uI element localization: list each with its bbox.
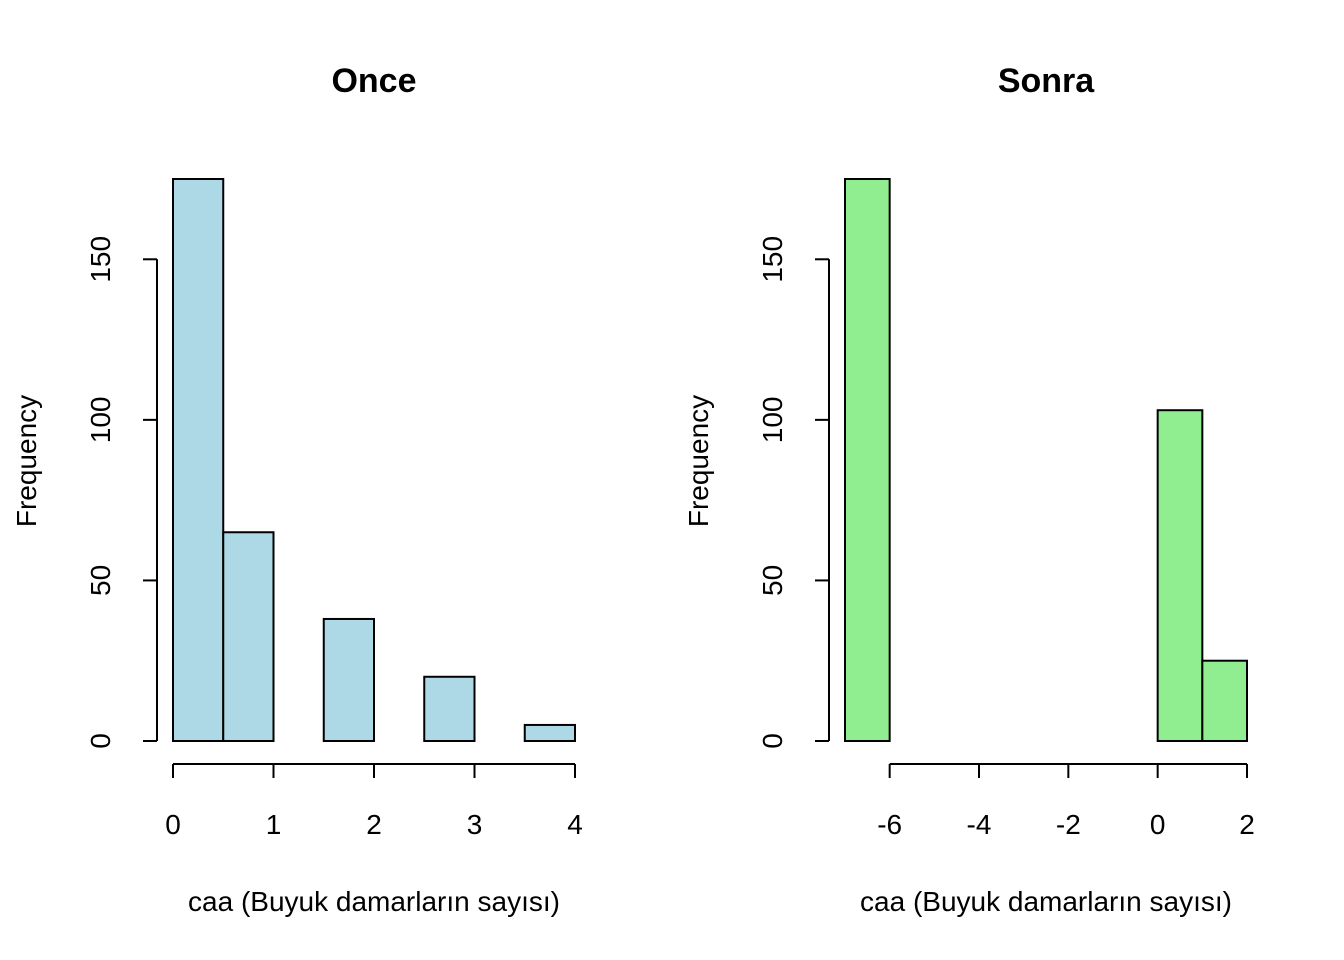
bar (1201, 659, 1249, 743)
x-tick-label: -4 (967, 809, 992, 840)
bar (172, 178, 225, 742)
bar (222, 531, 275, 742)
x-tick-label: 1 (266, 809, 282, 840)
x-tick-label: 2 (366, 809, 382, 840)
panel-sonra: Sonra caa (Buyuk damarların sayısı) Freq… (683, 62, 1255, 917)
bar (322, 617, 375, 742)
x-tick-label: 0 (165, 809, 181, 840)
x-axis: -6 -4 -2 0 2 (877, 763, 1255, 840)
y-tick-label: 50 (757, 565, 788, 596)
y-tick-label: 100 (85, 396, 116, 443)
y-axis: 0 50 100 150 (757, 236, 830, 749)
x-axis: 0 1 2 3 4 (165, 763, 583, 840)
chart-title: Sonra (998, 62, 1095, 100)
panel-once: Once caa (Buyuk damarların sayısı) Frequ… (11, 62, 583, 917)
x-tick-label: -6 (877, 809, 902, 840)
bar (523, 723, 576, 743)
x-axis-label: caa (Buyuk damarların sayısı) (860, 886, 1232, 917)
y-tick-label: 0 (85, 733, 116, 749)
x-tick-label: -2 (1056, 809, 1081, 840)
y-axis: 0 50 100 150 (85, 236, 158, 749)
y-tick-label: 100 (757, 396, 788, 443)
x-tick-label: 4 (567, 809, 583, 840)
bars (172, 178, 576, 743)
y-tick-label: 0 (757, 733, 788, 749)
bar (1156, 409, 1204, 742)
y-tick-label: 150 (85, 236, 116, 283)
chart-title: Once (331, 62, 416, 100)
bar (423, 675, 476, 742)
bars (844, 178, 1249, 743)
x-tick-label: 3 (467, 809, 483, 840)
x-axis-label: caa (Buyuk damarların sayısı) (188, 886, 560, 917)
y-axis-label: Frequency (11, 395, 42, 527)
x-tick-label: 0 (1150, 809, 1166, 840)
bar (844, 178, 891, 742)
y-axis-label: Frequency (683, 395, 714, 527)
y-tick-label: 50 (85, 565, 116, 596)
x-tick-label: 2 (1239, 809, 1255, 840)
y-tick-label: 150 (757, 236, 788, 283)
